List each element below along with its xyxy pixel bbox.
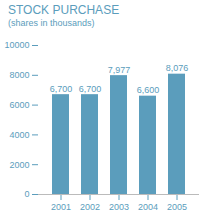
svg-text:6000: 6000 <box>9 100 29 110</box>
svg-text:2001: 2001 <box>51 202 71 212</box>
html-text:(shares in thousands): (shares in thousands) <box>8 18 95 28</box>
svg-text:2000: 2000 <box>9 160 29 170</box>
svg-text:8000: 8000 <box>9 70 29 80</box>
svg-text:0: 0 <box>24 189 29 199</box>
svg-text:2005: 2005 <box>167 202 187 212</box>
svg-text:10000: 10000 <box>4 40 29 50</box>
svg-text:7,977: 7,977 <box>108 65 131 75</box>
svg-text:2003: 2003 <box>109 202 129 212</box>
svg-text:6,700: 6,700 <box>79 84 102 94</box>
svg-text:6,700: 6,700 <box>50 84 73 94</box>
svg-text:6,600: 6,600 <box>137 85 160 95</box>
html-text:STOCK PURCHASE: STOCK PURCHASE <box>8 3 120 17</box>
svg-text:2002: 2002 <box>80 202 100 212</box>
svg-text:8,076: 8,076 <box>166 63 189 73</box>
svg-text:2004: 2004 <box>138 202 158 212</box>
svg-text:4000: 4000 <box>9 130 29 140</box>
